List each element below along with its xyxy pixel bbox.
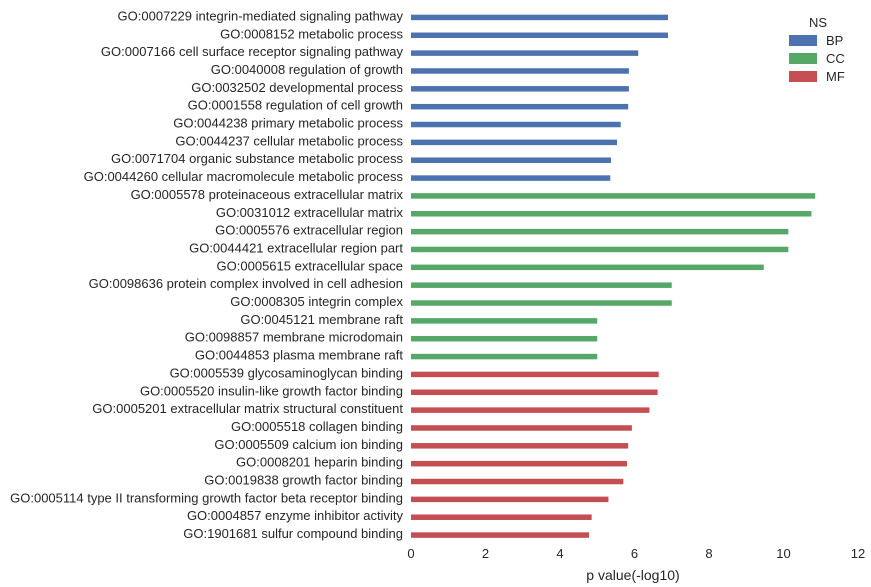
legend-title: NS [809, 15, 827, 30]
category-label-5: GO:0001558 regulation of cell growth [188, 98, 403, 113]
category-label-4: GO:0032502 developmental process [191, 80, 403, 95]
x-tick-label-2: 4 [556, 546, 563, 561]
bar-18 [411, 335, 598, 342]
category-label-29: GO:1901681 sulfur compound binding [183, 526, 403, 541]
bar-1 [411, 32, 669, 39]
bar-14 [411, 264, 764, 271]
legend-label-bp: BP [826, 33, 843, 48]
category-label-23: GO:0005518 collagen binding [231, 419, 403, 434]
legend-swatch-cc [789, 53, 817, 64]
category-label-9: GO:0044260 cellular macromolecule metabo… [84, 169, 404, 184]
bar-16 [411, 300, 672, 306]
bar-27 [411, 496, 609, 503]
bar-23 [411, 425, 632, 431]
bar-10 [411, 193, 816, 199]
category-label-15: GO:0098636 protein complex involved in c… [89, 276, 403, 291]
legend-label-mf: MF [826, 69, 845, 84]
category-label-8: GO:0071704 organic substance metabolic p… [111, 151, 403, 166]
bar-22 [411, 407, 650, 413]
category-label-22: GO:0005201 extracellular matrix structur… [92, 401, 403, 416]
legend: NS BP CC MF [789, 15, 845, 84]
x-tick-label-5: 10 [776, 546, 790, 561]
bar-24 [411, 443, 629, 449]
x-axis-title: p value(-log10) [586, 567, 679, 583]
x-axis-ticks-group: 0 2 4 6 8 10 12 [407, 546, 865, 561]
category-label-16: GO:0008305 integrin complex [230, 294, 403, 309]
bar-13 [411, 246, 789, 253]
category-label-21: GO:0005520 insulin-like growth factor bi… [140, 383, 403, 398]
bar-11 [411, 211, 812, 217]
category-label-13: GO:0044421 extracellular region part [189, 240, 403, 255]
bar-6 [411, 121, 621, 128]
bar-29 [411, 532, 590, 538]
category-label-19: GO:0044853 plasma membrane raft [195, 348, 403, 363]
category-label-14: GO:0005615 extracellular space [217, 258, 403, 273]
category-label-2: GO:0007166 cell surface receptor signali… [101, 44, 404, 59]
category-label-7: GO:0044237 cellular metabolic process [175, 133, 403, 148]
category-label-24: GO:0005509 calcium ion binding [214, 437, 403, 452]
bar-5 [411, 103, 629, 110]
bar-28 [411, 514, 592, 520]
category-label-6: GO:0044238 primary metabolic process [173, 116, 403, 131]
category-label-12: GO:0005576 extracellular region [215, 223, 403, 238]
bar-0 [411, 14, 669, 21]
bar-26 [411, 478, 624, 485]
legend-swatch-mf [789, 71, 817, 82]
bar-3 [411, 68, 629, 74]
bars-group [411, 14, 816, 538]
bar-19 [411, 353, 598, 360]
category-label-27: GO:0005114 type II transforming growth f… [10, 490, 403, 505]
x-tick-label-1: 2 [482, 546, 489, 561]
category-label-17: GO:0045121 membrane raft [240, 312, 403, 327]
legend-label-cc: CC [826, 51, 845, 66]
category-label-1: GO:0008152 metabolic process [220, 26, 403, 41]
category-label-25: GO:0008201 heparin binding [236, 455, 403, 470]
bar-25 [411, 460, 628, 467]
category-label-10: GO:0005578 proteinaceous extracellular m… [131, 187, 404, 202]
x-tick-label-4: 8 [705, 546, 712, 561]
bar-4 [411, 86, 629, 92]
bar-2 [411, 50, 639, 56]
category-label-26: GO:0019838 growth factor binding [204, 473, 403, 488]
bar-9 [411, 175, 611, 181]
x-tick-label-3: 6 [631, 546, 638, 561]
category-labels-group: GO:0007229 integrin-mediated signaling p… [10, 8, 403, 541]
category-label-18: GO:0098857 membrane microdomain [185, 330, 403, 345]
legend-swatch-bp [789, 35, 817, 46]
x-tick-label-6: 12 [851, 546, 865, 561]
bar-17 [411, 318, 598, 324]
bar-15 [411, 282, 672, 288]
bar-7 [411, 139, 617, 146]
bar-8 [411, 157, 612, 163]
category-label-11: GO:0031012 extracellular matrix [216, 205, 404, 220]
category-label-3: GO:0040008 regulation of growth [211, 62, 403, 77]
bar-12 [411, 228, 789, 235]
category-label-20: GO:0005539 glycosaminoglycan binding [170, 365, 403, 380]
bar-21 [411, 389, 658, 396]
category-label-28: GO:0004857 enzyme inhibitor activity [187, 508, 404, 523]
category-label-0: GO:0007229 integrin-mediated signaling p… [118, 8, 404, 23]
x-tick-label-0: 0 [407, 546, 414, 561]
bar-20 [411, 371, 659, 378]
